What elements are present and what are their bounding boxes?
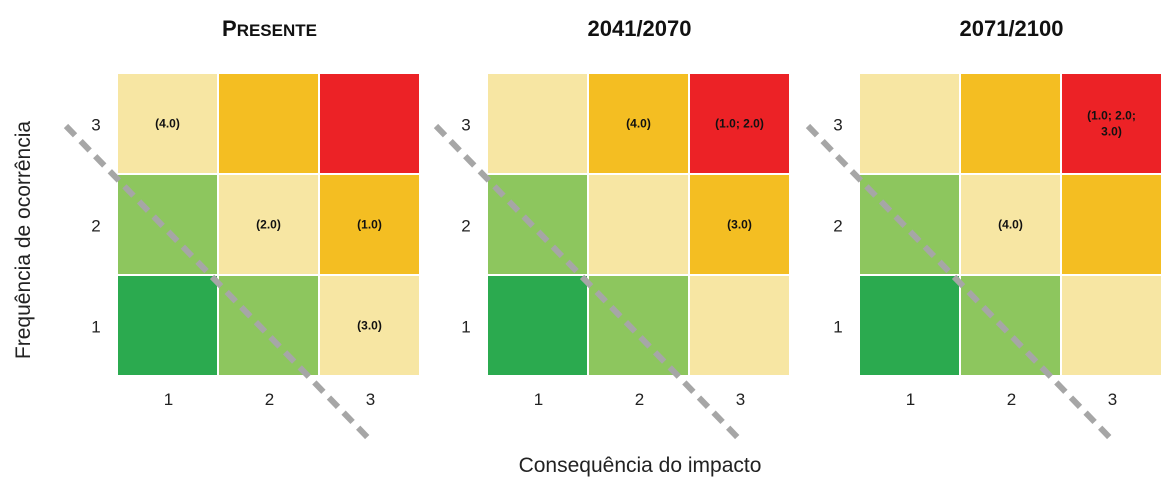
x-tick-label: 1	[906, 390, 915, 409]
x-tick-label: 2	[1007, 390, 1016, 409]
matrix-cell	[118, 175, 217, 274]
matrix-cell	[488, 74, 587, 173]
matrix-cell	[1062, 276, 1161, 375]
matrix-cell	[589, 276, 688, 375]
x-tick-label: 1	[534, 390, 543, 409]
matrix-cell	[961, 175, 1060, 274]
panel-title: 2071/2100	[960, 16, 1064, 41]
matrix-cell	[690, 276, 789, 375]
cell-value-label: (3.0)	[357, 319, 382, 333]
matrix-cell	[860, 74, 959, 173]
matrix-cell	[488, 175, 587, 274]
matrix-cell	[488, 276, 587, 375]
matrix-cell	[589, 175, 688, 274]
matrix-cell	[860, 276, 959, 375]
matrix-cell	[219, 74, 318, 173]
matrix-cell	[118, 74, 217, 173]
cell-value-label: (3.0)	[727, 218, 752, 232]
cell-value-label: (1.0)	[357, 218, 382, 232]
matrix-cell	[320, 276, 419, 375]
matrix-cell	[690, 175, 789, 274]
matrix-cell	[589, 74, 688, 173]
matrix-cell	[860, 175, 959, 274]
matrix-cell	[961, 74, 1060, 173]
y-tick-label: 3	[461, 116, 470, 135]
matrix-cell	[219, 276, 318, 375]
risk-matrix-panel: 2071/2100 (1.0; 2.0; 3.0) (4.0) 1 2 3 1 2 3	[805, 16, 1163, 445]
y-tick-label: 2	[91, 217, 100, 236]
y-axis-title: Frequência de ocorrência	[12, 121, 35, 359]
matrix-cell	[961, 276, 1060, 375]
diagonal-dashed-line	[433, 123, 745, 445]
panel-title: PRESENTE	[222, 16, 317, 41]
cell-value-label: (1.0; 2.0)	[715, 117, 764, 131]
x-tick-label: 2	[635, 390, 644, 409]
cell-value-label: (4.0)	[626, 117, 651, 131]
matrix-cell	[118, 276, 217, 375]
risk-matrix-panel: PRESENTE (4.0) (2.0) (1.0) (3.0) 1 2 3 1 2 3	[63, 16, 421, 445]
x-tick-label: 1	[164, 390, 173, 409]
x-axis-title: Consequência do impacto	[519, 454, 762, 477]
cell-value-label: (2.0)	[256, 218, 281, 232]
x-tick-label: 2	[265, 390, 274, 409]
y-tick-label: 2	[461, 217, 470, 236]
x-tick-label: 3	[1108, 390, 1117, 409]
matrix-cell	[320, 74, 419, 173]
cell-value-label: (1.0; 2.0; 3.0)	[1087, 109, 1136, 139]
diagonal-dashed-line	[63, 123, 375, 445]
cell-value-label: (4.0)	[998, 218, 1023, 232]
x-tick-label: 3	[366, 390, 375, 409]
matrix-cell	[1062, 175, 1161, 274]
y-tick-label: 1	[833, 318, 842, 337]
y-tick-label: 1	[461, 318, 470, 337]
y-tick-label: 3	[91, 116, 100, 135]
matrix-cell	[690, 74, 789, 173]
x-tick-label: 3	[736, 390, 745, 409]
matrix-cell	[320, 175, 419, 274]
diagonal-dashed-line	[805, 123, 1117, 445]
y-tick-label: 2	[833, 217, 842, 236]
y-tick-label: 1	[91, 318, 100, 337]
y-tick-label: 3	[833, 116, 842, 135]
panel-title: 2041/2070	[588, 16, 692, 41]
risk-matrix-panel: 2041/2070 (4.0) (1.0; 2.0) (3.0) 1 2 3 1 2 3	[433, 16, 791, 445]
cell-value-label: (4.0)	[155, 117, 180, 131]
matrix-cell	[1062, 74, 1161, 173]
matrix-cell	[219, 175, 318, 274]
